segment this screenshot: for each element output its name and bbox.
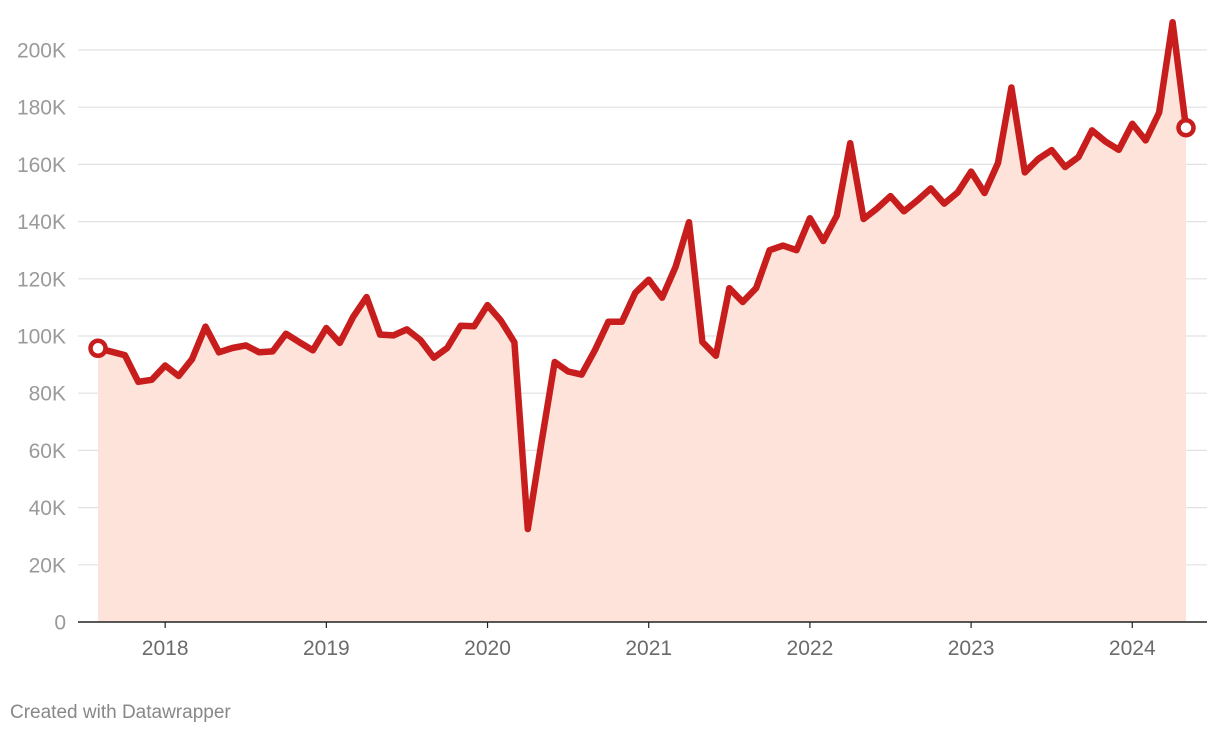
area-fill-layer bbox=[98, 22, 1186, 623]
start-point-marker bbox=[88, 338, 108, 359]
y-tick-label: 200K bbox=[17, 40, 66, 63]
y-tick-label: 20K bbox=[29, 554, 66, 577]
x-tick-label: 2019 bbox=[303, 637, 350, 660]
y-tick-label: 100K bbox=[17, 326, 66, 349]
y-tick-label: 160K bbox=[17, 154, 66, 177]
series-line bbox=[94, 19, 1190, 533]
x-axis-labels: 2018 2019 2020 2021 2022 2023 2024 bbox=[142, 637, 1156, 660]
x-tick-label: 2022 bbox=[787, 637, 834, 660]
x-tick-label: 2024 bbox=[1109, 637, 1156, 660]
area-chart: 0 20K 40K 60K 80K 100K 120K 140K 160K 180K 200K 20… bbox=[17, 19, 1207, 660]
y-tick-label: 80K bbox=[29, 383, 66, 406]
x-tick-label: 2021 bbox=[625, 637, 672, 660]
credit-text: Created with Datawrapper bbox=[10, 702, 231, 723]
y-tick-label: 40K bbox=[29, 497, 66, 520]
x-tick-label: 2020 bbox=[464, 637, 511, 660]
y-tick-label: 60K bbox=[29, 440, 66, 463]
x-axis bbox=[78, 621, 1207, 628]
end-point-marker bbox=[1176, 118, 1196, 138]
y-tick-label: 0 bbox=[54, 612, 66, 635]
line-layer bbox=[88, 19, 1196, 533]
x-tick-label: 2018 bbox=[142, 637, 189, 660]
y-tick-label: 140K bbox=[17, 211, 66, 234]
y-tick-label: 180K bbox=[17, 97, 66, 120]
x-tick-label: 2023 bbox=[948, 637, 995, 660]
area-fill bbox=[98, 22, 1186, 623]
y-tick-label: 120K bbox=[17, 268, 66, 291]
y-axis-labels: 0 20K 40K 60K 80K 100K 120K 140K 160K 180K 200K bbox=[17, 40, 66, 635]
